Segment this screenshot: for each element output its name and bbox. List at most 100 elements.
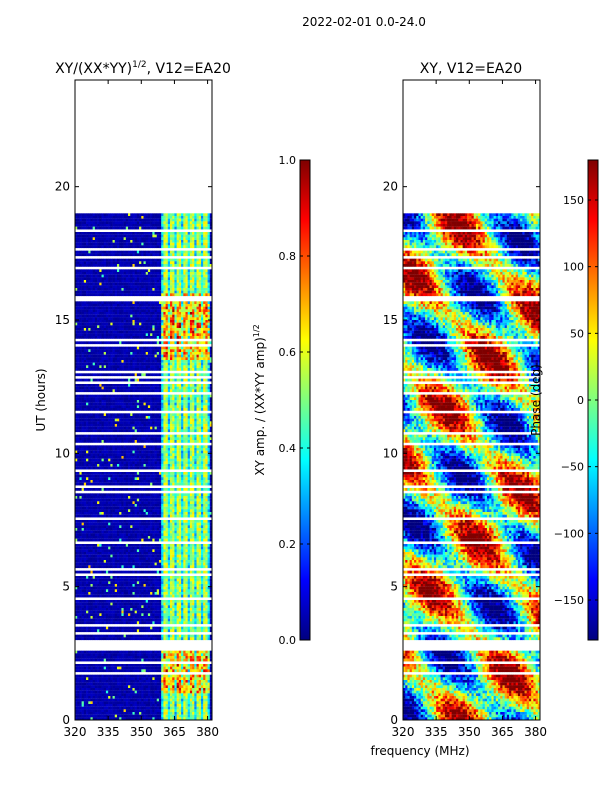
heatmap-cell [198,280,202,283]
heatmap-cell [134,405,138,409]
heatmap-cell [198,226,202,230]
heatmap-cell [75,453,78,457]
heatmap-cell [90,386,93,390]
heatmap-cell [90,453,93,457]
heatmap-cell [156,290,160,294]
heatmap-cell [105,309,109,313]
heatmap-cell [116,354,120,358]
heatmap-cell [181,437,184,441]
heatmap-cell [187,240,191,243]
heatmap-cell [125,405,129,409]
heatmap-cell [125,458,129,462]
heatmap-cell [165,261,169,265]
heatmap-cell [112,426,116,430]
heatmap-cell [112,282,116,286]
heatmap-cell [203,368,206,371]
heatmap-cell [134,386,138,390]
heatmap-cell [121,264,124,267]
heatmap-cell [187,269,191,273]
heatmap-cell [152,402,155,406]
heatmap-cell [205,458,208,462]
heatmap-cell [90,274,93,278]
heatmap-cell [209,330,213,334]
heatmap-cell [112,333,116,337]
heatmap-cell [183,354,186,358]
heatmap-cell [192,440,195,443]
heatmap-cell [161,224,164,227]
heatmap-cell [150,317,153,321]
heatmap-cell [150,413,153,417]
heatmap-cell [198,221,202,225]
heatmap-cell [185,237,188,241]
heatmap-cell [136,440,140,443]
heatmap-cell [185,341,188,345]
heatmap-cell [176,346,180,350]
heatmap-cell [172,290,175,294]
heatmap-cell [203,456,206,459]
heatmap-cell [92,424,96,427]
heatmap-cell [92,445,96,449]
heatmap-cell [101,394,105,398]
heatmap-cell [209,221,213,225]
heatmap-cell [150,274,153,278]
heatmap-cell [86,325,89,329]
heatmap-cell [110,365,113,369]
heatmap-cell [158,272,162,275]
heatmap-cell [207,282,211,286]
heatmap-cell [205,445,208,449]
heatmap-cell [167,349,171,353]
heatmap-cell [103,304,107,307]
heatmap-cell [119,258,122,262]
heatmap-cell [174,365,177,369]
heatmap-cell [187,357,191,361]
heatmap-cell [75,341,78,345]
heatmap-cell [123,333,127,337]
heatmap-cell [174,322,177,326]
heatmap-cell [79,354,82,358]
heatmap-cell [94,429,98,433]
heatmap-cell [105,349,109,353]
heatmap-cell [165,320,169,323]
heatmap-cell [125,426,129,430]
heatmap-cell [99,416,102,419]
heatmap-cell [178,309,182,313]
heatmap-cell [194,458,197,462]
heatmap-cell [203,384,206,387]
heatmap-cell [112,301,116,305]
heatmap-cell [125,216,129,219]
heatmap-cell [203,232,206,235]
heatmap-cell [141,234,144,238]
heatmap-cell [141,352,144,355]
heatmap-cell [114,237,118,241]
heatmap-cell [141,280,144,283]
heatmap-cell [116,386,120,390]
heatmap-cell [112,245,116,249]
heatmap-cell [90,448,93,451]
heatmap-cell [154,341,158,345]
heatmap-cell [143,234,147,238]
heatmap-cell [156,213,160,217]
heatmap-cell [170,333,173,337]
heatmap-cell [110,314,113,318]
heatmap-cell [161,330,164,334]
heatmap-cell [132,448,135,451]
heatmap-cell [123,458,127,462]
heatmap-cell [158,274,162,278]
heatmap-cell [136,274,140,278]
heatmap-cell [97,453,100,457]
heatmap-cell [163,397,166,401]
heatmap-cell [88,402,91,406]
heatmap-cell [125,461,129,465]
heatmap-cell [167,368,171,371]
heatmap-cell [128,306,131,310]
heatmap-cell [75,421,78,425]
heatmap-cell [139,232,142,235]
heatmap-cell [101,341,105,345]
heatmap-cell [207,418,211,422]
heatmap-cell [119,458,122,462]
heatmap-cell [154,352,158,355]
heatmap-cell [145,218,149,222]
heatmap-cell [134,322,138,326]
heatmap-cell [79,405,82,409]
heatmap-cell [163,357,166,361]
